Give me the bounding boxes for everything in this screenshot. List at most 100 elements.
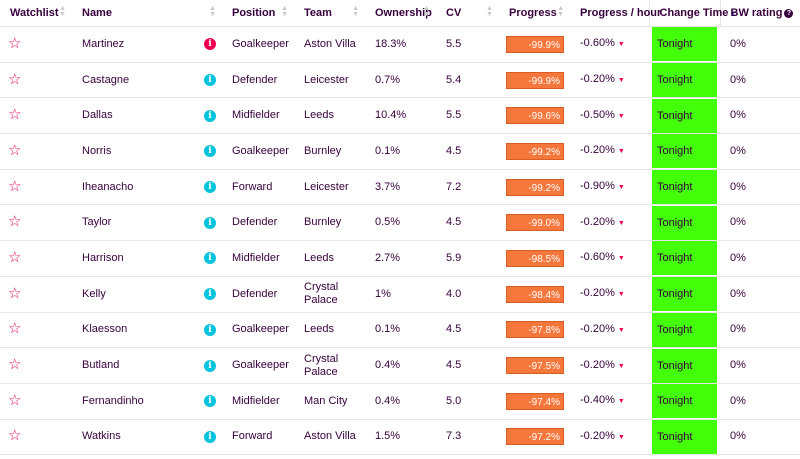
progress-hour-value: -0.20%	[580, 358, 615, 371]
sort-icon[interactable]: ▲ ▼	[486, 5, 493, 18]
change-time-cell: Tonight	[649, 383, 720, 420]
change-time-cell: Tonight	[649, 26, 720, 63]
bw-rating-cell: 0%	[720, 276, 800, 313]
col-header-name[interactable]: Name ▲ ▼	[72, 0, 222, 27]
info-icon[interactable]: i	[204, 395, 216, 408]
star-icon[interactable]: ☆	[8, 248, 22, 266]
player-name[interactable]: Castagne	[82, 73, 130, 86]
col-header-team[interactable]: Team ▲ ▼	[294, 0, 365, 27]
col-header-label: Progress / hour	[580, 7, 662, 19]
col-header-position[interactable]: Position ▲ ▼	[222, 0, 294, 27]
bw-rating-cell: 0%	[720, 133, 800, 170]
ownership-cell: 0.4%	[365, 383, 436, 420]
progress-hour-value: -0.90%	[580, 180, 615, 193]
sort-icon[interactable]: ▲ ▼	[352, 5, 359, 18]
ownership-cell: 0.1%	[365, 133, 436, 170]
col-header-change-time[interactable]: Change Time▼	[648, 0, 736, 27]
cv-cell: 5.0	[436, 383, 499, 420]
caret-down-icon: ▼	[617, 41, 625, 49]
progress-cell: -99.9%	[499, 62, 570, 99]
caret-down-icon: ▼	[617, 219, 625, 227]
change-time-value: Tonight	[652, 27, 717, 62]
player-name[interactable]: Iheanacho	[82, 180, 134, 193]
star-icon[interactable]: ☆	[8, 356, 22, 374]
sort-icon[interactable]: ▲ ▼	[209, 5, 216, 18]
col-header-watchlist[interactable]: Watchlist ▲ ▼	[0, 0, 72, 27]
progress-hour-value: -0.20%	[580, 215, 615, 228]
star-icon[interactable]: ☆	[8, 213, 22, 231]
info-icon[interactable]: i	[204, 145, 216, 158]
caret-down-icon: ▼	[617, 184, 625, 192]
info-icon[interactable]: i	[204, 74, 216, 87]
sort-icon[interactable]: ▲ ▼	[423, 5, 430, 18]
player-name[interactable]: Klaesson	[82, 323, 128, 336]
progress-cell: -97.4%	[499, 383, 570, 420]
col-header-bw-rating[interactable]: BW rating?	[720, 0, 800, 27]
star-icon[interactable]: ☆	[8, 427, 22, 445]
info-icon[interactable]: i	[204, 109, 216, 122]
player-name[interactable]: Butland	[82, 359, 120, 372]
star-icon[interactable]: ☆	[8, 34, 22, 52]
position-cell: Forward	[222, 169, 294, 206]
progress-hour-cell: -0.90% ▼	[570, 169, 649, 206]
col-header-label: Ownership	[375, 7, 432, 19]
watchlist-cell: ☆	[0, 204, 72, 242]
star-icon[interactable]: ☆	[8, 284, 22, 302]
progress-hour-cell: -0.20% ▼	[570, 347, 649, 384]
info-icon[interactable]: i	[204, 181, 216, 194]
progress-hour-value: -0.20%	[580, 73, 615, 86]
help-icon[interactable]: ?	[784, 9, 794, 18]
progress-hour-value: -0.20%	[580, 429, 615, 442]
player-name[interactable]: Fernandinho	[82, 394, 144, 407]
player-name[interactable]: Martinez	[82, 37, 125, 50]
cv-cell: 5.5	[436, 26, 499, 63]
sort-icon[interactable]: ▲ ▼	[281, 5, 288, 18]
col-header-progress-hour[interactable]: Progress / hour	[570, 0, 661, 27]
player-name[interactable]: Norris	[82, 144, 112, 157]
cv-cell: 5.9	[436, 240, 499, 277]
caret-down-icon: ▼	[617, 291, 625, 299]
col-header-cv[interactable]: CV ▲ ▼	[436, 0, 499, 27]
info-icon[interactable]: i	[204, 430, 216, 443]
position-cell: Midfielder	[222, 97, 294, 135]
player-name[interactable]: Dallas	[82, 109, 113, 122]
star-icon[interactable]: ☆	[8, 106, 22, 124]
change-time-cell: Tonight	[649, 133, 720, 170]
cv-cell: 5.4	[436, 62, 499, 99]
ownership-cell: 0.1%	[365, 312, 436, 349]
info-icon[interactable]: i	[204, 252, 216, 265]
caret-down-icon: ▼	[617, 433, 625, 441]
col-header-ownership[interactable]: Ownership ▲ ▼	[365, 0, 436, 27]
player-name[interactable]: Harrison	[82, 251, 124, 264]
star-icon[interactable]: ☆	[8, 177, 22, 195]
caret-down-icon: ▼	[617, 77, 625, 85]
info-icon[interactable]: i	[204, 216, 216, 229]
player-name[interactable]: Kelly	[82, 287, 106, 300]
star-icon[interactable]: ☆	[8, 320, 22, 338]
player-name[interactable]: Taylor	[82, 216, 112, 229]
team-cell: Leicester	[294, 169, 365, 206]
progress-badge: -99.2%	[506, 142, 564, 160]
bw-rating-cell: 0%	[720, 312, 800, 349]
col-header-progress[interactable]: Progress ▲ ▼	[499, 0, 570, 27]
position-cell: Goalkeeper	[222, 312, 294, 349]
sort-icon[interactable]: ▲ ▼	[59, 5, 66, 18]
progress-hour-value: -0.20%	[580, 322, 615, 335]
info-icon[interactable]: i	[204, 323, 216, 336]
info-icon[interactable]: i	[204, 288, 216, 301]
progress-badge: -99.6%	[506, 107, 564, 125]
change-time-value: Tonight	[652, 312, 717, 347]
sort-icon[interactable]: ▲ ▼	[557, 5, 564, 18]
info-icon[interactable]: i	[204, 359, 216, 372]
team-cell: Leeds	[294, 312, 365, 349]
star-icon[interactable]: ☆	[8, 70, 22, 88]
star-icon[interactable]: ☆	[8, 141, 22, 159]
caret-down-icon: ▼	[617, 112, 625, 120]
player-name[interactable]: Watkins	[82, 430, 121, 443]
star-icon[interactable]: ☆	[8, 391, 22, 409]
bw-rating-cell: 0%	[720, 419, 800, 456]
change-time-value: Tonight	[652, 98, 717, 133]
info-icon[interactable]: i	[204, 38, 216, 51]
col-header-label: Position	[232, 7, 276, 19]
progress-hour-cell: -0.40% ▼	[570, 383, 649, 420]
